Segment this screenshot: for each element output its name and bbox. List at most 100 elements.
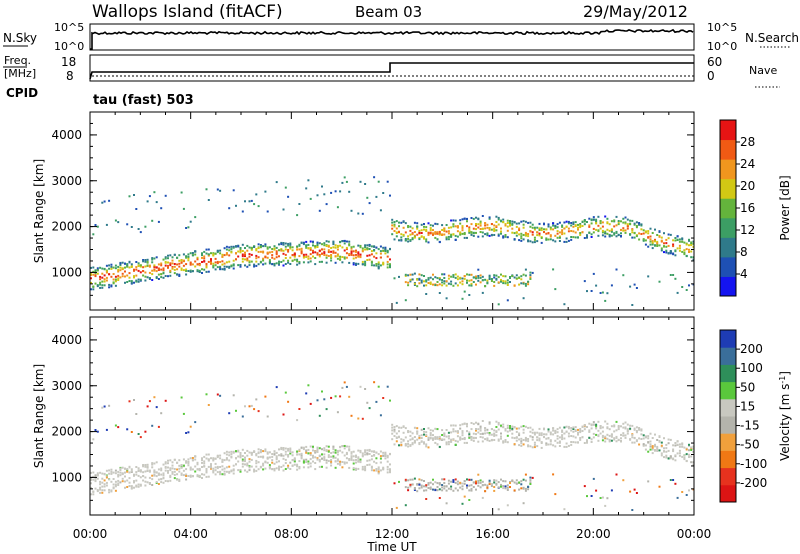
scatter-point: [552, 433, 555, 436]
scatter-point: [157, 483, 160, 485]
scatter-point: [447, 431, 450, 434]
scatter-point: [676, 291, 679, 294]
scatter-point: [438, 497, 441, 499]
scatter-point: [520, 239, 523, 242]
scatter-point: [470, 217, 473, 219]
scatter-point: [531, 231, 534, 234]
scatter-point: [162, 477, 165, 480]
scatter-point: [99, 486, 102, 489]
scatter-point: [128, 477, 131, 480]
scatter-point: [669, 455, 672, 458]
scatter-point: [500, 230, 502, 233]
scatter-point: [502, 282, 505, 285]
scatter-point: [404, 478, 407, 481]
power-ylabel: Slant Range [km]: [32, 159, 46, 263]
scatter-point: [348, 459, 351, 462]
scatter-point: [101, 267, 104, 270]
scatter-point: [203, 462, 206, 465]
scatter-point: [386, 465, 389, 468]
scatter-point: [334, 456, 337, 459]
scatter-point: [529, 278, 532, 280]
scatter-point: [595, 218, 598, 221]
scatter-point: [472, 486, 475, 488]
scatter-point: [264, 245, 267, 248]
scatter-point: [228, 254, 231, 257]
scatter-point: [370, 465, 373, 468]
scatter-point: [688, 284, 690, 287]
scatter-point: [359, 246, 362, 249]
scatter-point: [325, 466, 328, 469]
scatter-point: [103, 483, 106, 486]
scatter-point: [477, 473, 480, 476]
scatter-point: [368, 248, 371, 250]
scatter-point: [393, 426, 396, 428]
scatter-point: [94, 272, 97, 274]
scatter-point: [638, 223, 641, 226]
scatter-point: [502, 441, 505, 444]
scatter-point: [287, 466, 290, 469]
scatter-point: [450, 440, 453, 443]
scatter-point: [151, 261, 154, 264]
scatter-point: [341, 256, 344, 258]
scatter-point: [264, 450, 267, 453]
scatter-point: [223, 473, 226, 476]
scatter-point: [400, 438, 403, 441]
scatter-point: [278, 465, 280, 468]
scatter-point: [613, 232, 616, 235]
scatter-point: [497, 423, 500, 426]
scatter-point: [547, 225, 550, 228]
scatter-point: [681, 491, 684, 493]
scatter-point: [436, 489, 439, 492]
scatter-point: [658, 440, 661, 443]
scatter-point: [438, 233, 441, 236]
scatter-point: [486, 226, 489, 229]
scatter-point: [493, 284, 496, 287]
scatter-point: [133, 473, 135, 476]
scatter-point: [524, 436, 527, 439]
scatter-point: [312, 445, 314, 448]
scatter-point: [386, 249, 389, 252]
scatter-point: [180, 472, 183, 475]
scatter-point: [241, 258, 244, 260]
scatter-point: [504, 440, 507, 443]
scatter-point: [563, 445, 566, 448]
program-label: tau (fast) 503: [93, 93, 194, 108]
scatter-point: [520, 440, 523, 443]
scatter-point: [447, 232, 450, 235]
scatter-point: [182, 458, 185, 461]
scatter-point: [307, 247, 310, 250]
scatter-point: [429, 229, 432, 231]
scatter-point: [409, 280, 412, 283]
scatter-point: [255, 249, 258, 252]
scatter-point: [336, 453, 339, 456]
scatter-point: [312, 240, 314, 243]
scatter-point: [450, 233, 453, 236]
scatter-point: [563, 227, 566, 230]
scatter-point: [176, 268, 179, 271]
colorbar-tick-label: 200: [740, 342, 763, 356]
scatter-point: [524, 284, 527, 287]
scatter-point: [601, 496, 604, 499]
scatter-point: [490, 483, 493, 485]
scatter-point: [484, 224, 487, 227]
scatter-point: [570, 230, 573, 232]
scatter-point: [384, 250, 387, 252]
scatter-point: [481, 235, 484, 238]
scatter-point: [291, 464, 294, 467]
scatter-point: [235, 463, 237, 466]
scatter-point: [364, 467, 367, 470]
scatter-point: [341, 181, 344, 184]
scatter-point: [400, 238, 403, 241]
scatter-point: [450, 219, 453, 222]
scatter-point: [452, 489, 455, 492]
scatter-point: [167, 459, 169, 462]
scatter-point: [155, 406, 158, 409]
scatter-point: [536, 436, 539, 439]
colorbar-tick-label: 20: [740, 179, 755, 193]
scatter-point: [108, 478, 111, 481]
scatter-point: [203, 473, 206, 476]
scatter-point: [323, 254, 326, 256]
scatter-point: [99, 488, 102, 491]
scatter-point: [558, 240, 561, 242]
scatter-point: [538, 437, 541, 440]
